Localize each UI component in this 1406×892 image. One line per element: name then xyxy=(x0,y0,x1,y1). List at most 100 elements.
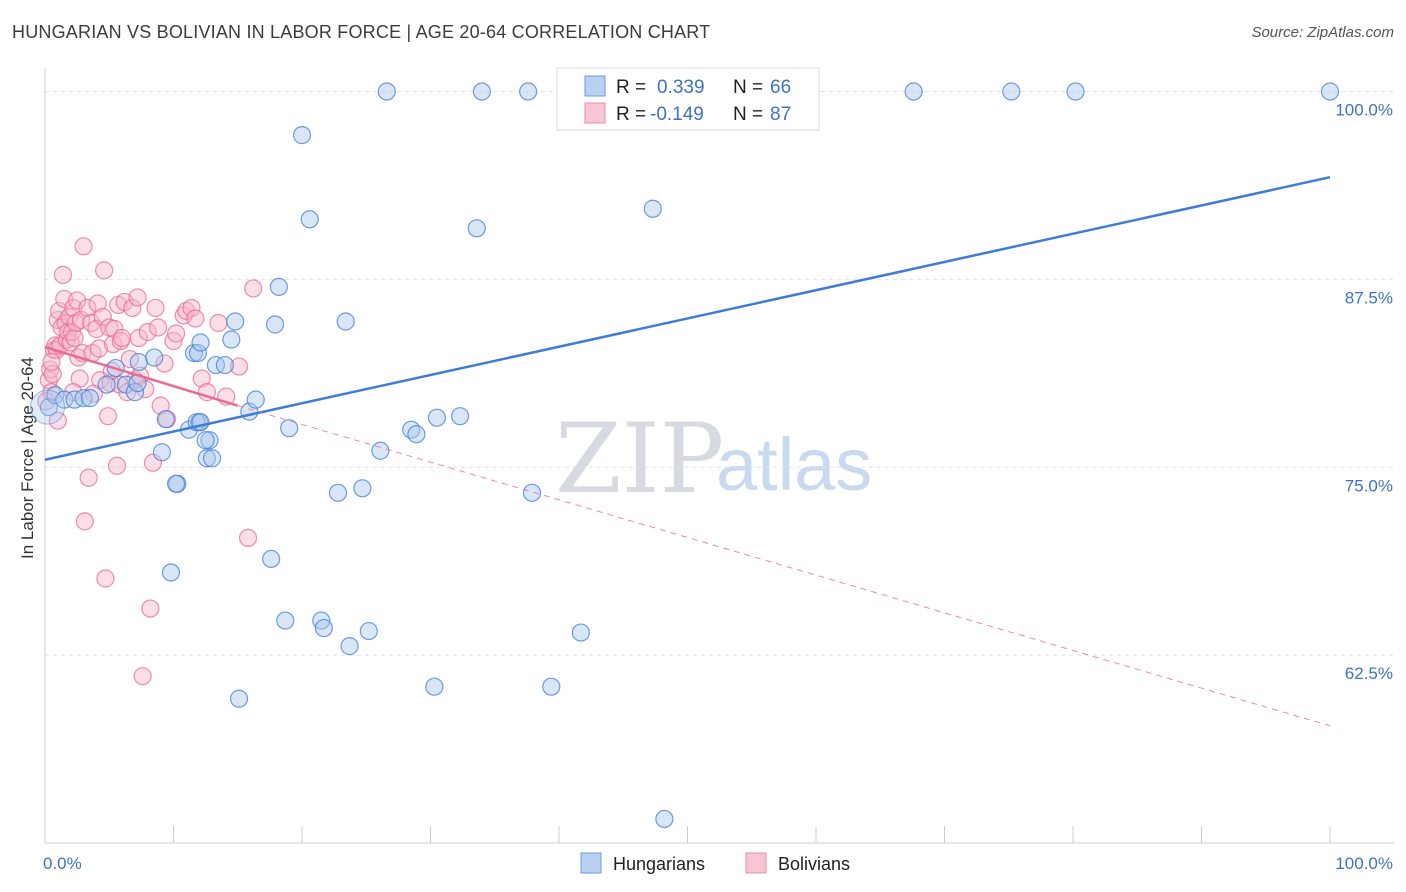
bolivians-point-83 xyxy=(244,279,263,298)
hungarians-point-27 xyxy=(200,431,219,450)
hungarians-point-13 xyxy=(152,443,172,462)
chart-title: HUNGARIAN VS BOLIVIAN IN LABOR FORCE | A… xyxy=(12,22,711,42)
bolivians-point-29 xyxy=(75,512,94,531)
hungarians-r-label: R = xyxy=(616,77,646,98)
bolivians-point-21 xyxy=(65,328,84,348)
hungarians-point-42 xyxy=(300,210,319,229)
bolivians-trend-line xyxy=(44,345,239,407)
bolivians-point-64 xyxy=(141,599,160,618)
hungarians-point-64 xyxy=(655,809,674,829)
y-axis-ticks: 62.5% 75.0% 87.5% 100.0% xyxy=(1335,101,1393,684)
legend-hungarians-label: Hungarians xyxy=(613,854,705,874)
bolivians-point-22 xyxy=(66,313,85,333)
hungarians-point-31 xyxy=(222,330,241,349)
bolivians-point-69 xyxy=(155,354,174,373)
hungarians-point-56 xyxy=(450,407,470,426)
hungarians-point-3 xyxy=(65,390,84,409)
hungarians-n-label: N = xyxy=(733,77,763,98)
bolivians-point-76 xyxy=(186,309,205,328)
bolivians-trend-extension xyxy=(237,405,1331,727)
bolivians-swatch xyxy=(584,102,606,124)
series-legend: Hungarians Bolivians xyxy=(580,852,850,874)
hungarians-point-36 xyxy=(262,549,281,569)
bolivians-n-value: 87 xyxy=(770,104,791,125)
bolivians-point-79 xyxy=(209,313,228,333)
legend-hungarians-swatch xyxy=(580,852,602,874)
hungarians-point-50 xyxy=(371,441,390,460)
hungarians-point-58 xyxy=(472,82,491,101)
bolivians-point-58 xyxy=(128,288,147,307)
hungarians-point-20 xyxy=(188,343,208,363)
hungarians-swatch xyxy=(584,75,606,97)
hungarians-point-49 xyxy=(359,621,378,641)
bolivians-point-31 xyxy=(79,468,98,487)
hungarians-point-30 xyxy=(215,355,234,375)
watermark-atlas: atlas xyxy=(716,423,872,506)
bolivians-point-48 xyxy=(107,456,127,475)
bolivians-point-36 xyxy=(88,294,107,313)
grid-lines xyxy=(45,91,1394,656)
hungarians-point-32 xyxy=(226,312,245,331)
hungarians-point-26 xyxy=(202,449,222,468)
hungarians-point-69 xyxy=(1320,82,1340,101)
hungarians-point-60 xyxy=(522,483,542,502)
bolivians-point-81 xyxy=(229,357,249,376)
bolivians-point-72 xyxy=(166,324,186,343)
bolivians-point-67 xyxy=(148,318,168,337)
hungarians-point-45 xyxy=(328,483,348,502)
bolivians-r-label: R = xyxy=(616,104,646,125)
bolivians-point-63 xyxy=(138,322,157,342)
hungarians-point-28 xyxy=(196,431,215,450)
hungarians-trend-line xyxy=(44,175,1331,461)
stats-legend: R = 0.339 N = 66 R = -0.149 N = 87 xyxy=(556,67,820,131)
bolivians-point-41 xyxy=(96,569,115,588)
hungarians-point-23 xyxy=(191,333,210,352)
hungarians-point-44 xyxy=(314,618,333,638)
hungarians-point-66 xyxy=(904,82,923,101)
hungarians-point-15 xyxy=(161,563,181,582)
hungarians-point-4 xyxy=(74,389,93,408)
hungarians-point-63 xyxy=(643,199,662,218)
hungarians-n-value: 66 xyxy=(770,77,791,98)
bolivians-point-86 xyxy=(42,352,61,372)
legend-bolivians-label: Bolivians xyxy=(778,854,850,874)
hungarians-point-41 xyxy=(292,126,312,145)
y-tick-label-1: 75.0% xyxy=(1345,476,1393,495)
hungarians-point-40 xyxy=(280,419,299,438)
bolivians-series xyxy=(37,237,263,686)
hungarians-point-19 xyxy=(184,343,204,363)
bolivians-point-51 xyxy=(111,331,130,351)
hungarians-point-39 xyxy=(276,611,295,630)
bolivians-point-42 xyxy=(98,407,118,426)
bolivians-n-label: N = xyxy=(733,104,763,125)
bolivians-point-56 xyxy=(123,298,142,318)
x-tick-label-1: 100.0% xyxy=(1335,854,1393,873)
hungarians-point-59 xyxy=(519,82,538,101)
bolivians-point-52 xyxy=(112,328,132,348)
hungarians-point-17 xyxy=(166,474,186,493)
bolivians-point-65 xyxy=(143,453,163,472)
hungarians-point-14 xyxy=(156,410,175,429)
hungarians-r-value: 0.339 xyxy=(657,77,705,98)
bolivians-point-77 xyxy=(192,369,211,388)
bolivians-point-59 xyxy=(129,328,148,348)
hungarians-point-37 xyxy=(265,315,285,334)
watermark-zip: ZIP xyxy=(555,403,724,515)
hungarians-point-38 xyxy=(269,277,288,297)
x-tick-label-0: 0.0% xyxy=(43,854,82,873)
hungarians-point-51 xyxy=(377,82,396,101)
hungarians-point-6 xyxy=(97,375,116,394)
hungarians-point-11 xyxy=(129,352,148,372)
bolivians-point-75 xyxy=(182,298,201,318)
hungarians-point-12 xyxy=(145,348,164,367)
hungarians-point-33 xyxy=(229,689,249,708)
hungarians-point-48 xyxy=(353,479,372,498)
bolivians-point-82 xyxy=(238,528,258,548)
hungarians-point-62 xyxy=(571,623,590,642)
bolivians-point-28 xyxy=(74,237,93,256)
y-axis-label: In Labor Force | Age 20-64 xyxy=(18,357,37,559)
hungarians-point-46 xyxy=(336,312,355,331)
bolivians-point-40 xyxy=(95,261,114,280)
hungarians-point-57 xyxy=(467,219,486,238)
